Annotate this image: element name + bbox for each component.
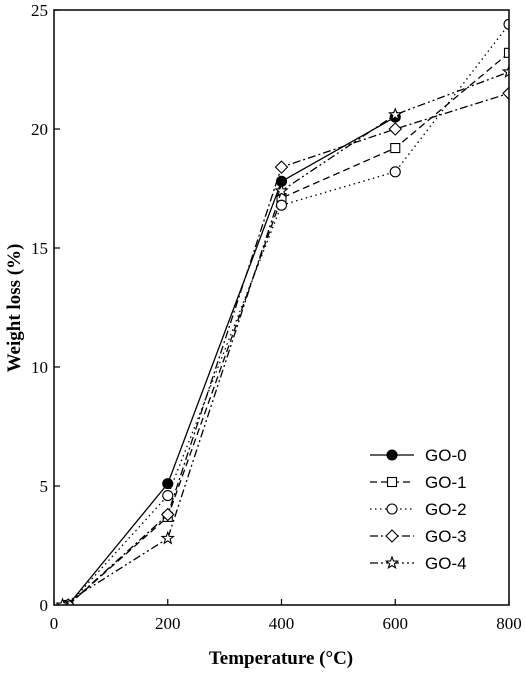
x-axis-title: Temperature (°C) (209, 648, 353, 669)
legend-label: GO-4 (425, 554, 467, 573)
legend-item-go-2: GO-2 (370, 500, 467, 519)
legend-label: GO-0 (425, 446, 467, 465)
data-point (389, 166, 401, 178)
legend-label: GO-3 (425, 527, 467, 546)
legend-marker (385, 529, 399, 543)
y-tick-label: 25 (31, 1, 48, 20)
data-point (162, 489, 174, 502)
x-tick-label: 0 (50, 614, 59, 633)
y-tick-label: 0 (40, 596, 49, 615)
y-tick-label: 5 (40, 477, 49, 496)
x-tick-label: 200 (155, 614, 181, 633)
series-line (62, 71, 509, 605)
data-point (388, 122, 403, 136)
legend: GO-0 GO-1 GO-2 GO-3 GO-4 (370, 446, 467, 573)
y-tick-label: 20 (31, 120, 48, 139)
series-line (67, 52, 509, 605)
data-point (501, 64, 509, 79)
legend-marker (384, 555, 400, 570)
series-go-1 (63, 47, 509, 605)
legend-item-go-4: GO-4 (370, 554, 467, 573)
series-go-3 (61, 86, 509, 605)
y-tick-label: 15 (31, 239, 48, 258)
data-point (390, 142, 401, 154)
series-line (67, 23, 509, 605)
series-line (67, 116, 396, 605)
y-axis-title: Weight loss (%) (4, 244, 25, 373)
series-go-4 (55, 64, 509, 605)
legend-item-go-1: GO-1 (370, 473, 467, 492)
data-point (55, 597, 70, 605)
data-point (162, 478, 174, 490)
data-point (274, 183, 289, 198)
data-point (274, 160, 289, 174)
series-go-0 (62, 111, 401, 605)
data-point (275, 199, 288, 211)
y-tick-label: 10 (31, 358, 48, 377)
legend-item-go-0: GO-0 (370, 446, 467, 465)
legend-marker (386, 449, 398, 461)
data-point (503, 47, 509, 58)
legend-label: GO-1 (425, 473, 467, 492)
data-point (388, 107, 403, 121)
legend-marker (386, 476, 398, 488)
axis-ticks: 0 200 400 600 800 0 5 10 15 20 25 (31, 1, 522, 633)
legend-item-go-3: GO-3 (370, 527, 467, 546)
x-tick-label: 800 (496, 614, 522, 633)
legend-label: GO-2 (425, 500, 467, 519)
data-point (160, 507, 175, 522)
legend-marker (386, 503, 398, 515)
series-go-2 (62, 18, 509, 605)
x-tick-label: 400 (269, 614, 295, 633)
data-point (502, 86, 509, 101)
series-layer (55, 18, 509, 605)
data-point (503, 18, 509, 30)
data-point (160, 530, 175, 545)
x-tick-label: 600 (383, 614, 409, 633)
